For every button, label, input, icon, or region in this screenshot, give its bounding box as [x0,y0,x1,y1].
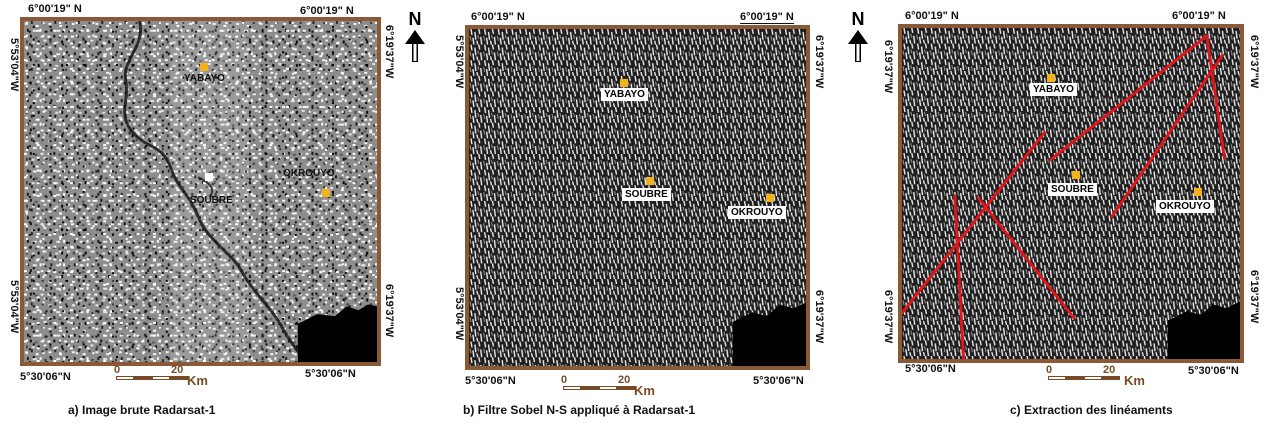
lineament-map: YABAYO SOUBRE OKROUYO [898,24,1244,363]
town-marker-yabayo [1047,74,1055,82]
town-marker-okrouyo [1194,188,1202,196]
coord-right-bottom: 6°19'37"W [1248,270,1260,324]
coord-bottom-right: 5°30'06"N [753,375,804,387]
coord-right-bottom: 6°19'37"W [383,284,395,338]
radar-image-raw: YABAYO SOUBRE OKROUYO [20,17,381,366]
coord-top-right: 6°00'19" N [740,11,794,24]
scale-unit: Km [187,373,208,388]
coord-bottom-left: 5°30'06"N [905,363,956,375]
scale-unit: Km [1124,373,1145,388]
coord-right-bottom: 6°19'37"W [813,290,825,344]
panel-a: 6°00'19" N 6°00'19" N [0,0,400,426]
lineaments [902,34,1226,359]
north-letter: N [851,9,865,29]
coord-bottom-right: 5°30'06"N [305,368,356,380]
coord-right-top: 6°19'37"W [1248,35,1260,89]
scale-bar: 0 20 Km [114,364,216,390]
town-label-okrouyo: OKROUYO [1156,200,1214,213]
coord-top-left: 6°00'19" N [471,11,525,23]
coord-left-bottom: 6°19'37"W [882,290,894,344]
north-arrow-2: N [843,10,873,62]
scale-bar: 0 20 Km [1046,364,1148,390]
coord-top-left: 6°00'19" N [905,10,959,22]
scale-unit: Km [634,383,655,398]
caption-c: c) Extraction des linéaments [1010,403,1173,417]
coord-right-top: 6°19'37"W [813,35,825,89]
caption-b: b) Filtre Sobel N-S appliqué à Radarsat-… [463,403,696,417]
town-label-soubre: SOUBRE [190,195,233,206]
radar-image-sobel: YABAYO SOUBRE OKROUYO [465,25,810,370]
scale-tick-start: 0 [1046,364,1053,376]
north-arrow-icon [848,30,868,62]
panel-c: 6°00'19" N 6°00'19" N YABAYO [870,0,1267,426]
town-marker-soubre [646,177,654,185]
panel-b: 6°00'19" N 6°00'19" N YABAYO SOUBRE OKRO… [435,0,845,426]
coord-top-left: 6°00'19" N [28,3,82,15]
town-marker-yabayo [200,63,208,71]
north-arrow-1: N [400,10,430,62]
scale-tick-start: 0 [561,374,568,386]
raw-radar-texture [24,21,377,362]
coord-bottom-left: 5°30'06"N [20,371,71,383]
coord-left-bottom: 5°53'04"W [8,280,20,334]
coord-bottom-right: 5°30'06"N [1188,365,1239,377]
coord-top-right: 6°00'19" N [1172,10,1226,22]
town-label-yabayo: YABAYO [184,73,225,84]
town-label-okrouyo: OKROUYO [728,206,786,219]
town-label-yabayo: YABAYO [1030,83,1077,96]
caption-a: a) Image brute Radarsat-1 [68,403,216,417]
town-marker-yabayo [620,79,628,87]
scale-tick-end: 20 [171,364,184,376]
coord-bottom-left: 5°30'06"N [465,375,516,387]
coord-right-top: 6°19'37"W [383,25,395,79]
town-marker-soubre [1072,171,1080,179]
coord-left-top: 5°53'04"W [8,38,20,92]
coord-left-bottom: 5°53'04"W [453,287,465,341]
coord-left-top: 5°53'04"W [453,35,465,89]
town-label-soubre: SOUBRE [1048,183,1097,196]
scale-bar: 0 20 Km [561,374,663,400]
scale-tick-end: 20 [1103,364,1116,376]
town-marker-soubre [205,173,213,181]
north-letter: N [408,9,422,29]
north-arrow-icon [405,30,425,62]
town-marker-okrouyo [322,189,330,197]
town-label-soubre: SOUBRE [622,188,671,201]
scale-tick-end: 20 [618,374,631,386]
coord-left-top: 6°19'37"W [882,40,894,94]
town-marker-okrouyo [766,194,774,202]
town-label-yabayo: YABAYO [601,88,648,101]
town-label-okrouyo: OKROUYO [283,168,335,179]
scale-tick-start: 0 [114,364,121,376]
